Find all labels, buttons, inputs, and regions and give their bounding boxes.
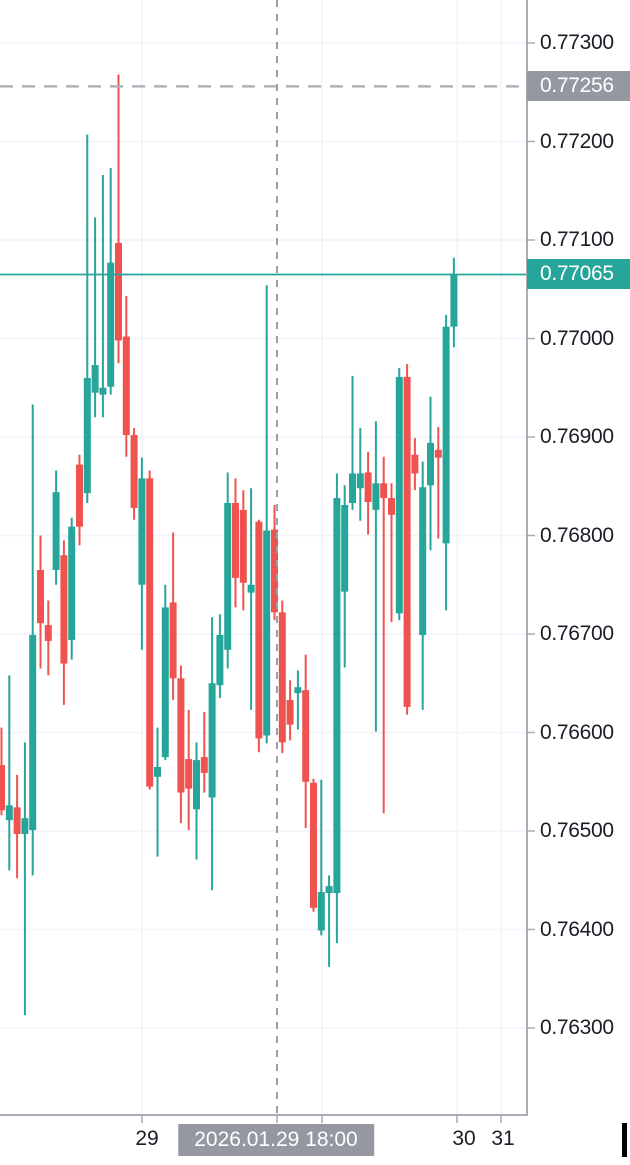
candle-body-down <box>278 612 286 743</box>
candle-body-up <box>224 502 232 650</box>
candle-body-down <box>177 678 185 793</box>
candle-body-down <box>0 765 5 811</box>
candle-body-down <box>411 454 419 474</box>
price-axis-label: 0.77200 <box>540 129 614 153</box>
candle-body-down <box>271 529 278 613</box>
candle-body-down <box>37 569 44 624</box>
candle-body-up <box>21 818 29 834</box>
price-axis-label: 0.76700 <box>540 622 614 645</box>
candle-body-up <box>325 886 333 894</box>
candle-body-up <box>294 687 302 694</box>
candle-body-up <box>68 526 76 640</box>
candle-body-up <box>333 498 341 894</box>
candle-body-up <box>208 683 216 798</box>
price-axis-label: 0.76900 <box>540 425 614 448</box>
candle-body-up <box>107 262 115 387</box>
candle-body-down <box>122 336 130 436</box>
candle-body-down <box>239 509 247 583</box>
marked-price-badge: 0.77256 <box>527 71 630 102</box>
candle-body-down <box>130 435 138 508</box>
candle-body-down <box>115 242 122 341</box>
price-axis-label: 0.77300 <box>540 31 614 54</box>
candle-body-up <box>29 634 37 831</box>
price-axis-label: 0.76800 <box>540 523 614 547</box>
candle-body-up <box>91 365 99 393</box>
candle-body-down <box>403 376 411 707</box>
candle-body-up <box>247 584 255 593</box>
candle-body-up <box>193 760 200 810</box>
candle-body-up <box>349 473 356 503</box>
candle-body-down <box>434 449 442 458</box>
candle-body-down <box>310 782 317 908</box>
candle-body-up <box>450 274 458 327</box>
candle-body-up <box>356 473 364 489</box>
candle-body-down <box>146 478 154 787</box>
price-axis-label: 0.76400 <box>540 917 614 941</box>
price-axis-label: 0.77000 <box>540 326 614 350</box>
candle-body-down <box>232 502 239 578</box>
candle-body-up <box>263 530 271 736</box>
candle-body-up <box>138 478 146 585</box>
candle-body-down <box>200 757 208 773</box>
price-axis-label: 0.76500 <box>540 819 614 842</box>
candle-body-down <box>380 483 388 499</box>
candle-body-up <box>317 892 325 931</box>
current-price-badge: 0.77065 <box>527 259 630 290</box>
candle-body-down <box>302 690 310 782</box>
candle-body-down <box>388 498 395 515</box>
candle-body-up <box>372 483 380 510</box>
candle-body-down <box>364 472 372 503</box>
candle-body-up <box>99 387 107 395</box>
candle-body-up <box>161 607 169 758</box>
candle-body-down <box>286 699 294 725</box>
candle-body-up <box>341 504 349 592</box>
candle-body-up <box>427 442 434 486</box>
candle-body-down <box>44 625 52 641</box>
candle-body-down <box>60 555 68 664</box>
candle-body-up <box>216 634 224 686</box>
crosshair-time-badge: 2026.01.29 18:00 <box>178 1124 374 1156</box>
time-axis-label: 30 <box>452 1127 476 1150</box>
candle-body-up <box>442 326 450 544</box>
candle-body-up <box>83 377 91 494</box>
candle-body-down <box>255 521 263 739</box>
candle-body-down <box>185 759 193 789</box>
candle-body-up <box>419 487 427 635</box>
corner-marker <box>622 1123 627 1157</box>
time-axis-label: 29 <box>135 1127 159 1150</box>
candle-body-down <box>76 464 83 527</box>
candle-body-up <box>395 376 403 614</box>
candle-body-down <box>13 807 21 834</box>
price-axis-label: 0.77100 <box>540 228 614 251</box>
price-axis-label: 0.76300 <box>540 1016 614 1039</box>
candle-body-up <box>154 766 161 777</box>
price-axis-label: 0.76600 <box>540 720 614 744</box>
candle-body-down <box>169 602 177 679</box>
candle-body-up <box>52 492 60 570</box>
candle-body-up <box>5 805 13 821</box>
time-axis-label: 31 <box>491 1127 515 1150</box>
